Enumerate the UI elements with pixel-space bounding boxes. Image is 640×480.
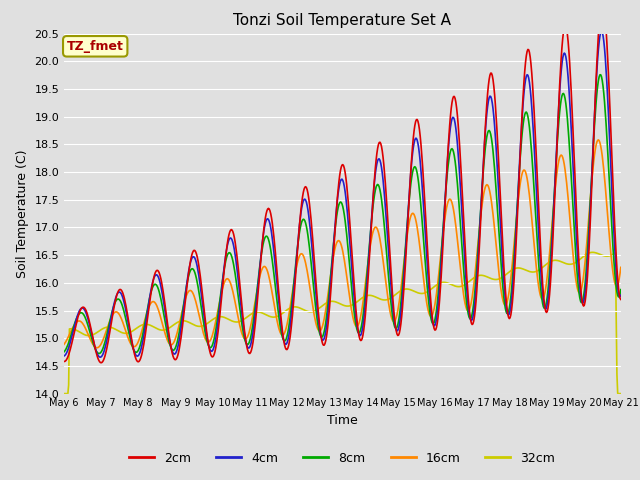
Line: 4cm: 4cm (64, 31, 621, 357)
2cm (214, 328, 222, 334)
X-axis label: Time: Time (327, 414, 358, 427)
16cm (128, 343, 136, 348)
8cm (411, 164, 419, 169)
4cm (60, 353, 68, 359)
Y-axis label: Soil Temperature (C): Soil Temperature (C) (16, 149, 29, 278)
4cm (617, 292, 625, 298)
16cm (428, 313, 435, 319)
16cm (70, 323, 78, 328)
32cm (60, 391, 68, 396)
4cm (128, 341, 136, 347)
4cm (214, 319, 222, 324)
2cm (128, 340, 136, 346)
2cm (617, 297, 625, 302)
4cm (598, 28, 605, 34)
Line: 16cm: 16cm (64, 140, 621, 348)
16cm (595, 137, 602, 143)
Line: 8cm: 8cm (64, 75, 621, 353)
16cm (93, 345, 101, 350)
16cm (214, 306, 222, 312)
32cm (127, 329, 135, 335)
8cm (428, 316, 435, 322)
2cm (598, 3, 605, 9)
8cm (60, 349, 68, 355)
2cm (70, 330, 78, 336)
16cm (60, 341, 68, 347)
8cm (128, 343, 136, 349)
8cm (214, 311, 222, 317)
16cm (617, 264, 625, 270)
32cm (214, 314, 221, 320)
Line: 32cm: 32cm (64, 252, 621, 394)
32cm (617, 391, 625, 396)
8cm (185, 273, 193, 278)
4cm (411, 137, 419, 143)
8cm (95, 350, 102, 356)
2cm (60, 359, 68, 364)
4cm (428, 309, 435, 315)
Legend: 2cm, 4cm, 8cm, 16cm, 32cm: 2cm, 4cm, 8cm, 16cm, 32cm (124, 447, 561, 469)
4cm (185, 268, 193, 274)
Text: TZ_fmet: TZ_fmet (67, 40, 124, 53)
4cm (70, 325, 78, 331)
32cm (70, 326, 78, 332)
16cm (411, 214, 419, 219)
8cm (617, 287, 625, 292)
2cm (185, 270, 193, 276)
2cm (428, 302, 435, 308)
4cm (97, 354, 104, 360)
8cm (70, 323, 78, 328)
2cm (97, 360, 105, 366)
32cm (588, 250, 596, 255)
32cm (184, 319, 192, 325)
32cm (410, 288, 418, 294)
Line: 2cm: 2cm (64, 6, 621, 363)
32cm (426, 287, 434, 293)
16cm (185, 288, 193, 294)
2cm (411, 123, 419, 129)
8cm (597, 72, 605, 78)
Title: Tonzi Soil Temperature Set A: Tonzi Soil Temperature Set A (234, 13, 451, 28)
